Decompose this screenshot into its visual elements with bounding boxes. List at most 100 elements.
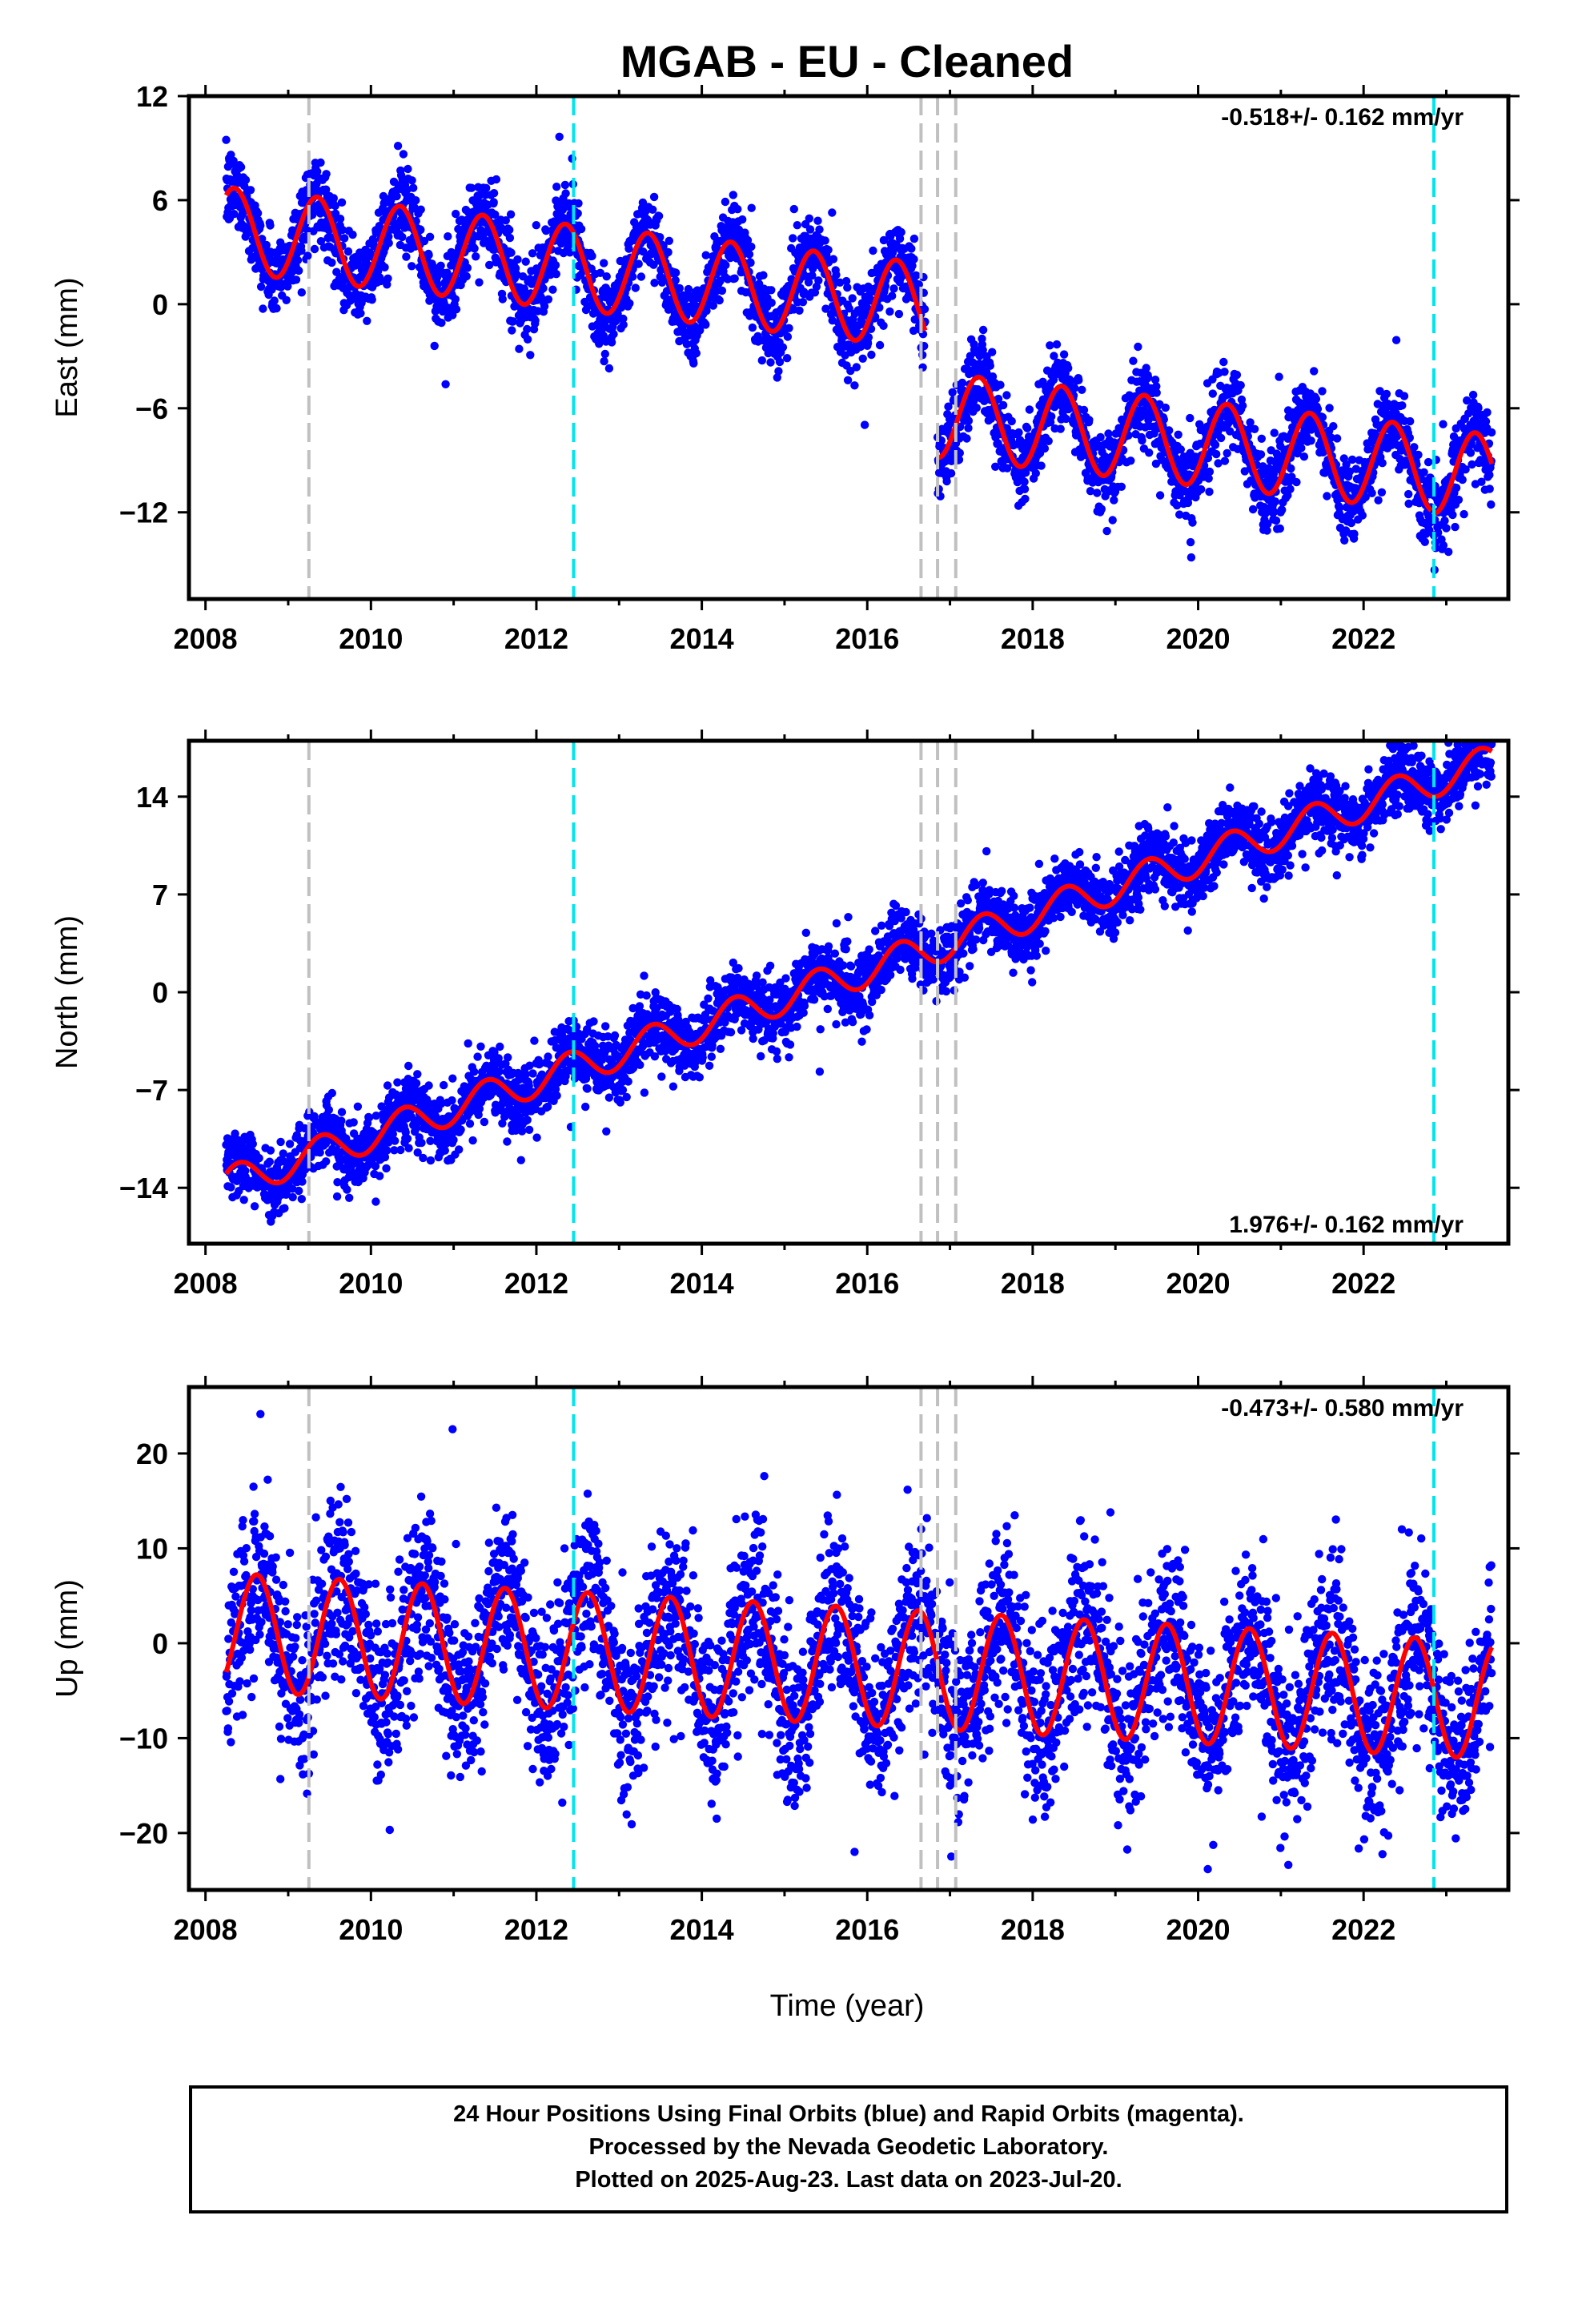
data-point: [634, 259, 643, 268]
data-point: [424, 1081, 433, 1090]
data-point: [419, 1153, 428, 1163]
data-point: [701, 320, 710, 329]
data-point: [230, 210, 239, 219]
data-point: [1286, 485, 1295, 493]
data-point: [767, 298, 776, 308]
data-point: [889, 284, 898, 293]
data-point: [1186, 537, 1195, 547]
data-point: [285, 1140, 295, 1148]
data-point: [986, 361, 995, 370]
data-point: [596, 268, 604, 277]
data-point: [1410, 443, 1419, 452]
x-tick-label: 2008: [174, 622, 238, 655]
data-point: [506, 210, 516, 219]
data-point: [1046, 341, 1054, 350]
data-point: [333, 1178, 342, 1187]
data-point: [236, 163, 246, 171]
data-point: [1056, 424, 1065, 433]
data-point: [1211, 440, 1220, 449]
data-point: [412, 1079, 421, 1088]
data-point: [600, 356, 608, 366]
data-point: [843, 283, 852, 292]
plot-area-north: [222, 741, 1496, 1226]
data-point: [649, 260, 658, 269]
data-point: [1468, 460, 1476, 469]
data-point: [468, 1136, 477, 1145]
data-point: [656, 233, 665, 242]
data-point: [1152, 388, 1161, 397]
data-point: [978, 345, 987, 355]
data-point: [353, 1102, 363, 1112]
data-point: [1186, 413, 1195, 423]
data-point: [1271, 497, 1280, 506]
data-point: [1246, 418, 1255, 427]
data-point: [1287, 472, 1296, 481]
data-point: [1244, 425, 1253, 434]
data-point: [1108, 516, 1117, 525]
data-point: [426, 1136, 435, 1146]
data-point: [846, 366, 855, 376]
data-point: [937, 436, 946, 445]
data-point: [1454, 495, 1464, 505]
data-point: [1205, 467, 1215, 476]
data-point: [436, 1100, 446, 1108]
data-point: [404, 164, 412, 174]
data-point: [298, 1177, 307, 1186]
data-point: [420, 236, 429, 246]
data-point: [560, 180, 570, 190]
data-point: [1031, 468, 1041, 478]
data-point: [343, 247, 353, 256]
data-point: [349, 1118, 358, 1127]
data-point: [600, 349, 609, 359]
data-point: [671, 275, 680, 285]
data-point: [844, 340, 853, 349]
data-point: [1487, 500, 1496, 509]
data-point: [721, 260, 730, 270]
data-point: [1414, 450, 1423, 460]
data-point: [489, 198, 498, 207]
data-point: [654, 211, 664, 220]
data-point: [382, 1164, 391, 1173]
data-point: [1257, 434, 1267, 443]
data-point: [346, 296, 355, 305]
data-point: [337, 1108, 347, 1116]
data-point: [523, 1116, 532, 1124]
data-point: [715, 296, 724, 305]
data-point: [276, 283, 286, 292]
data-point: [540, 302, 549, 311]
data-point: [942, 476, 951, 486]
data-point: [231, 1129, 239, 1138]
data-point: [1096, 432, 1105, 442]
data-point: [1404, 499, 1413, 509]
data-point: [1134, 342, 1142, 352]
data-point: [552, 270, 560, 279]
data-point: [322, 185, 331, 194]
data-point: [396, 1145, 405, 1155]
data-point: [270, 296, 279, 305]
data-point: [512, 270, 521, 279]
data-point: [1270, 507, 1279, 517]
data-point: [991, 462, 1000, 471]
data-point: [1275, 372, 1283, 381]
data-point: [1310, 367, 1319, 376]
data-point: [1129, 356, 1138, 365]
data-point: [1175, 510, 1184, 519]
data-point: [343, 1185, 351, 1194]
data-point: [1097, 505, 1106, 513]
data-point: [1205, 487, 1214, 497]
data-point: [1263, 519, 1272, 529]
data-point: [1350, 529, 1359, 538]
data-point: [1093, 489, 1102, 497]
data-point: [1297, 444, 1306, 452]
data-point: [733, 205, 742, 214]
data-point: [1070, 384, 1079, 392]
data-point: [1434, 529, 1443, 537]
y-tick-label: 6: [152, 184, 168, 217]
data-point: [888, 292, 897, 300]
data-point: [1174, 430, 1182, 439]
data-point: [440, 1080, 448, 1090]
data-point: [1361, 493, 1370, 501]
data-point: [1188, 518, 1197, 527]
